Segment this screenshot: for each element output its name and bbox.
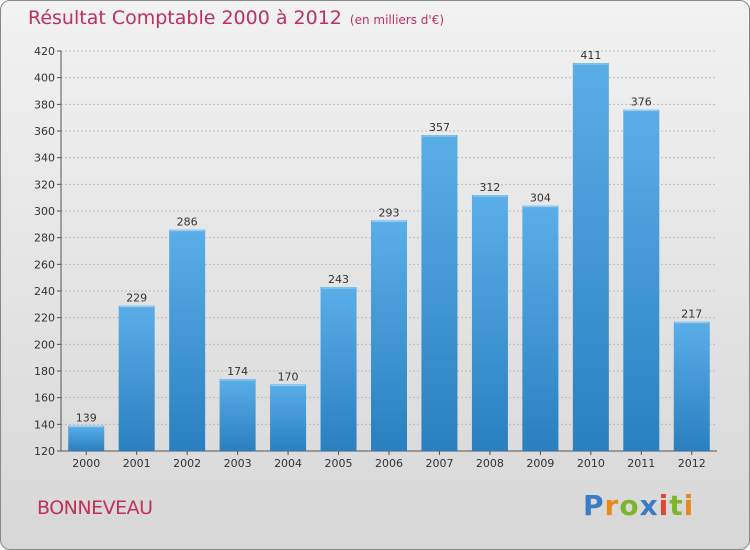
y-tick-label: 120 bbox=[34, 445, 55, 458]
logo-letter: r bbox=[604, 489, 620, 522]
y-tick-label: 320 bbox=[34, 178, 55, 191]
data-label: 243 bbox=[328, 273, 349, 286]
chart-title-text: Résultat Comptable 2000 à 2012 bbox=[28, 7, 342, 29]
y-tick-label: 160 bbox=[34, 392, 55, 405]
data-label: 357 bbox=[429, 121, 450, 134]
y-tick-label: 140 bbox=[34, 418, 55, 431]
bar bbox=[270, 384, 307, 451]
y-tick-label: 400 bbox=[34, 72, 55, 85]
bar bbox=[421, 135, 458, 451]
data-label: 304 bbox=[530, 192, 551, 205]
y-tick-label: 200 bbox=[34, 338, 55, 351]
bar bbox=[572, 63, 609, 451]
data-label: 139 bbox=[76, 412, 97, 425]
commune-name: BONNEVEAU bbox=[37, 497, 153, 519]
data-label: 411 bbox=[580, 49, 601, 62]
data-label: 174 bbox=[227, 365, 248, 378]
y-tick-label: 260 bbox=[34, 258, 55, 271]
x-tick-label: 2001 bbox=[123, 457, 151, 470]
y-tick-label: 340 bbox=[34, 152, 55, 165]
data-label: 217 bbox=[681, 308, 702, 321]
chart-subtitle: (en milliers d'€) bbox=[349, 13, 445, 27]
bar bbox=[219, 379, 256, 451]
bar bbox=[623, 109, 660, 452]
y-tick-label: 380 bbox=[34, 98, 55, 111]
x-tick-label: 2000 bbox=[72, 457, 100, 470]
label-layer: 139 229 286 174 170 243 293 357 312 304 411 376 217 bbox=[76, 49, 703, 425]
x-tick-label: 2010 bbox=[577, 457, 605, 470]
bar bbox=[471, 195, 508, 451]
y-tick-label: 420 bbox=[34, 45, 55, 58]
bar bbox=[371, 220, 407, 451]
data-label: 293 bbox=[379, 206, 400, 219]
y-tick-label: 300 bbox=[34, 205, 55, 218]
x-tick-label: 2011 bbox=[627, 457, 655, 470]
axis-layer: 120 140 160 180 200 220 240 260 280 300 320 340 360 3… bbox=[34, 45, 717, 470]
y-tick-label: 280 bbox=[34, 232, 55, 245]
x-tick-label: 2007 bbox=[425, 457, 453, 470]
chart-title: Résultat Comptable 2000 à 2012 (en millie… bbox=[28, 7, 444, 29]
bar bbox=[118, 305, 155, 451]
logo-letter: o bbox=[619, 489, 640, 522]
y-tick-label: 180 bbox=[34, 365, 55, 378]
proxiti-logo: Proxiti bbox=[583, 489, 694, 522]
data-label: 170 bbox=[278, 370, 299, 383]
y-tick-label: 360 bbox=[34, 125, 55, 138]
x-tick-label: 2002 bbox=[173, 457, 201, 470]
x-tick-label: 2005 bbox=[325, 457, 353, 470]
data-label: 229 bbox=[126, 292, 147, 305]
bar bbox=[68, 425, 105, 451]
logo-letter: t bbox=[669, 489, 684, 522]
bar bbox=[522, 205, 559, 451]
x-tick-label: 2009 bbox=[526, 457, 554, 470]
bar-layer bbox=[68, 63, 710, 452]
x-tick-label: 2006 bbox=[375, 457, 403, 470]
y-tick-label: 220 bbox=[34, 312, 55, 325]
data-label: 376 bbox=[631, 96, 652, 109]
x-tick-label: 2003 bbox=[224, 457, 252, 470]
y-tick-label: 240 bbox=[34, 285, 55, 298]
data-label: 312 bbox=[479, 181, 500, 194]
logo-letter: P bbox=[583, 489, 605, 522]
bar bbox=[320, 287, 357, 451]
data-label: 286 bbox=[177, 216, 198, 229]
x-tick-label: 2008 bbox=[476, 457, 504, 470]
x-tick-label: 2004 bbox=[274, 457, 302, 470]
logo-letter: x bbox=[639, 489, 659, 522]
bar bbox=[673, 321, 710, 451]
x-tick-label: 2012 bbox=[678, 457, 706, 470]
logo-letter: i bbox=[658, 489, 670, 522]
bar bbox=[169, 229, 206, 451]
logo-letter: i bbox=[683, 489, 695, 522]
